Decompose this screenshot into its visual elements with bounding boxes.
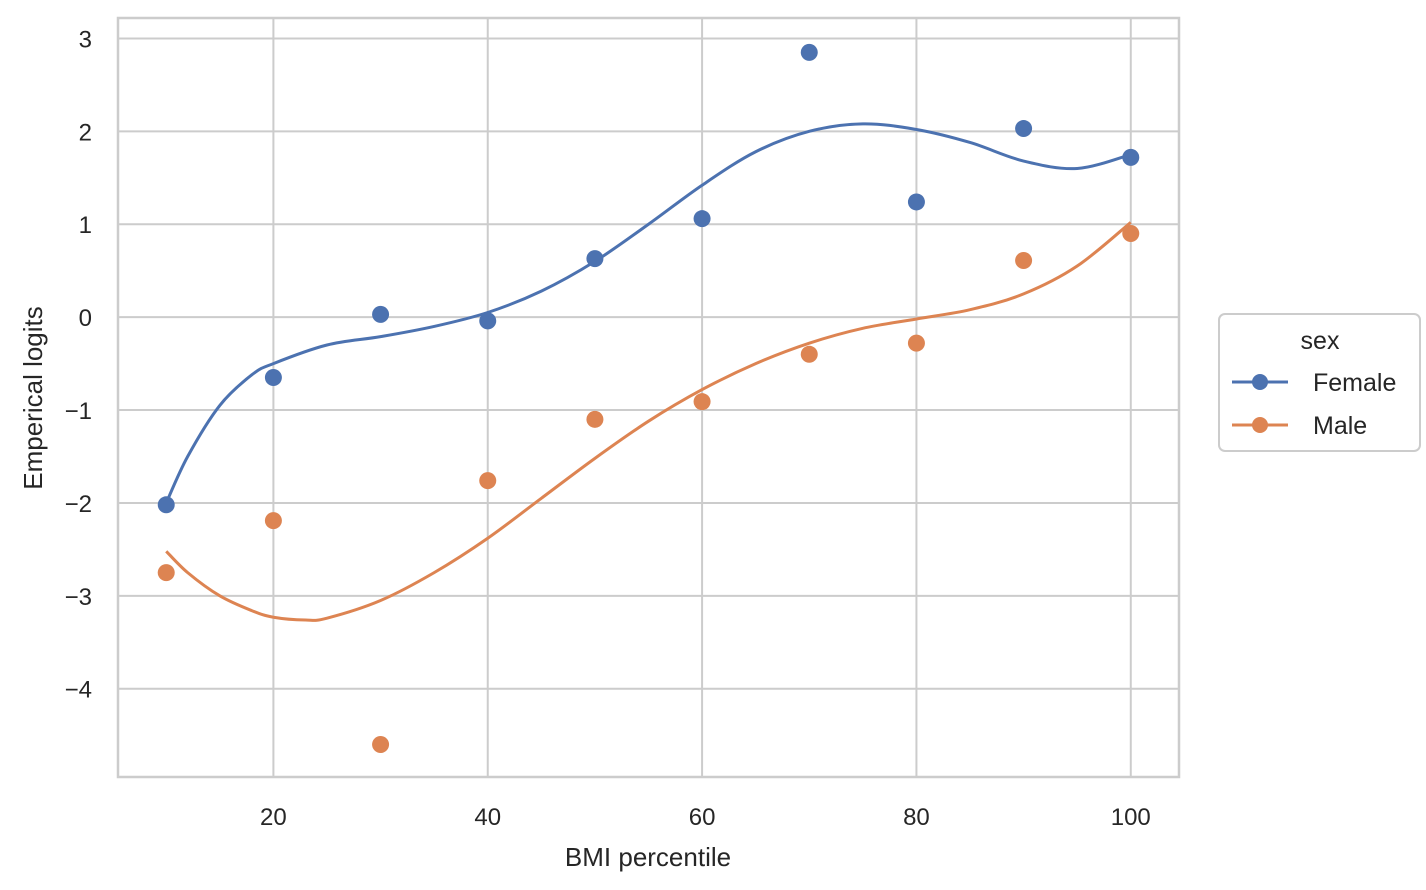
y-tick-label: −4 (65, 677, 92, 704)
data-point-male (693, 393, 711, 411)
legend-label-female: Female (1313, 369, 1396, 397)
data-point-male (907, 334, 925, 352)
legend-frame (1218, 313, 1421, 452)
plot-frame (116, 16, 1181, 779)
y-tick-label: 2 (79, 119, 92, 146)
data-point-male (1122, 225, 1140, 243)
smooth-line-male (165, 221, 1132, 622)
x-tick-label: 40 (474, 804, 501, 831)
y-tick-label: −2 (65, 491, 92, 518)
legend-entry-male: Male (1232, 412, 1367, 440)
data-point-female (264, 369, 282, 387)
data-point-female (586, 250, 604, 268)
series-layer (157, 43, 1140, 753)
data-point-male (586, 410, 604, 428)
y-axis-title: Emperical logits (18, 306, 48, 490)
y-tick-labels: 3 2 1 0 −1 −2 −3 −4 (65, 26, 92, 703)
data-point-female (800, 43, 818, 61)
data-point-male (157, 564, 175, 582)
series-male (157, 221, 1140, 753)
x-axis-title: BMI percentile (565, 842, 731, 872)
y-tick-label: 0 (79, 305, 92, 332)
x-tick-label: 60 (689, 804, 716, 831)
data-point-female (157, 496, 175, 514)
data-point-female (1015, 120, 1033, 138)
data-point-male (372, 735, 390, 753)
data-point-male (800, 345, 818, 363)
data-point-female (479, 312, 497, 330)
legend-entry-female: Female (1232, 369, 1396, 397)
data-point-female (907, 193, 925, 211)
data-point-female (372, 305, 390, 323)
legend: sex Female Male (1218, 313, 1421, 452)
legend-label-male: Male (1313, 412, 1367, 440)
series-female (157, 43, 1140, 514)
data-point-male (1015, 251, 1033, 269)
x-tick-label: 80 (903, 804, 930, 831)
y-tick-label: 3 (79, 26, 92, 53)
x-tick-labels: 20 40 60 80 100 (260, 804, 1151, 831)
x-tick-label: 100 (1111, 804, 1151, 831)
y-tick-label: −3 (65, 584, 92, 611)
data-point-female (1122, 148, 1140, 166)
data-point-male (479, 472, 497, 490)
y-tick-label: 1 (79, 212, 92, 239)
grid (118, 18, 1179, 777)
legend-swatch-marker (1252, 417, 1268, 433)
legend-swatch-marker (1252, 374, 1268, 390)
data-point-male (264, 512, 282, 530)
x-tick-label: 20 (260, 804, 287, 831)
y-tick-label: −1 (65, 398, 92, 425)
legend-title: sex (1301, 327, 1340, 355)
data-point-female (693, 210, 711, 228)
smooth-line-female (164, 122, 1132, 504)
